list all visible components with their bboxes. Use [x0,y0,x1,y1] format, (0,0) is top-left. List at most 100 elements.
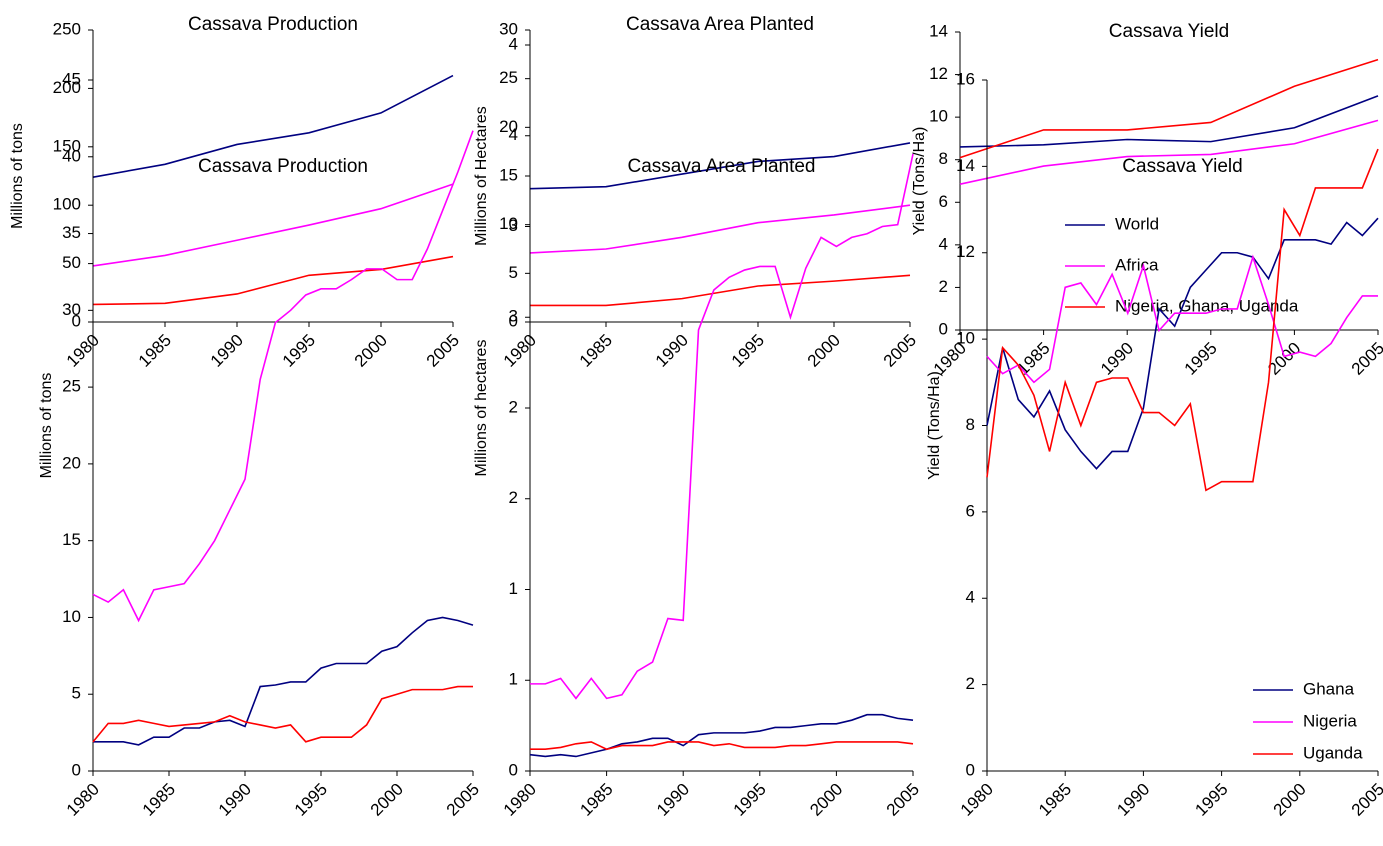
y-tick-label: 14 [929,21,948,40]
x-tick-label: 1980 [63,331,103,371]
y-tick-label: 15 [499,165,518,184]
chart-title: Cassava Production [198,156,368,177]
y-tick-label: 6 [966,501,975,520]
series-line [530,153,914,700]
y-tick-label: 1 [509,670,518,689]
y-tick-label: 6 [939,192,948,211]
legend-label: Ghana [1303,679,1355,698]
x-tick-label: 2000 [804,331,844,371]
chart-title: Cassava Production [188,14,358,35]
y-tick-label: 4 [939,234,948,253]
series-line [529,204,911,254]
y-axis-label: Millions of Hectares [473,106,490,246]
chart-title: Cassava Area Planted [627,156,815,177]
x-tick-label: 2000 [351,331,391,371]
series-line [959,58,1379,159]
y-tick-label: 250 [53,19,81,38]
y-tick-label: 3 [509,307,518,326]
series-line [530,274,911,307]
y-tick-label: 100 [53,195,81,214]
x-tick-label: 2005 [880,331,920,371]
series-line [529,142,911,190]
y-tick-label: 10 [956,329,975,348]
series-line [986,148,1379,492]
y-tick-label: 1 [509,579,518,598]
y-tick-label: 50 [62,253,81,272]
y-tick-label: 5 [509,263,518,282]
y-tick-label: 10 [499,214,518,233]
series-line [959,119,1379,185]
x-tick-label: 2005 [1348,780,1383,820]
series-line [529,713,914,758]
y-tick-label: 12 [956,242,975,261]
x-tick-label: 1980 [63,780,103,820]
x-tick-label: 1985 [139,780,179,820]
y-tick-label: 12 [929,64,948,83]
y-tick-label: 16 [956,69,975,88]
y-tick-label: 0 [966,760,975,779]
series-line [986,217,1379,470]
legend-label: Uganda [1303,743,1363,762]
x-tick-label: 1980 [500,780,540,820]
y-tick-label: 2 [509,488,518,507]
x-tick-label: 1990 [215,780,255,820]
x-tick-label: 1985 [1013,339,1053,379]
y-tick-label: 45 [62,69,81,88]
x-tick-label: 1990 [652,331,692,371]
y-tick-label: 25 [499,68,518,87]
x-tick-label: 1990 [1113,780,1153,820]
y-tick-label: 8 [966,415,975,434]
y-tick-label: 0 [939,319,948,338]
y-tick-label: 0 [509,760,518,779]
y-axis-label: Millions of tons [9,123,26,229]
y-tick-label: 20 [62,453,81,472]
x-tick-label: 1990 [1097,339,1137,379]
x-tick-label: 1995 [730,780,770,820]
series-line [959,95,1379,148]
y-tick-label: 4 [509,34,518,53]
x-tick-label: 1980 [500,331,540,371]
legend-label: Nigeria [1303,711,1357,730]
x-tick-label: 1990 [207,331,247,371]
y-tick-label: 0 [72,760,81,779]
x-tick-label: 2005 [423,331,463,371]
y-tick-label: 40 [62,146,81,165]
y-tick-label: 8 [939,149,948,168]
x-tick-label: 1995 [1181,339,1221,379]
y-tick-label: 150 [53,136,81,155]
series-line [92,130,474,623]
y-tick-label: 25 [62,377,81,396]
y-tick-label: 30 [62,300,81,319]
y-tick-label: 2 [509,397,518,416]
x-tick-label: 1995 [291,780,331,820]
y-tick-label: 35 [62,223,81,242]
chart-title: Cassava Area Planted [626,14,814,35]
series-line [530,741,914,751]
y-axis-label: Millions of tons [38,373,55,479]
y-tick-label: 20 [499,117,518,136]
y-tick-label: 2 [966,674,975,693]
series-line [92,255,454,306]
legend-label: World [1115,214,1159,233]
x-tick-label: 2000 [1270,780,1310,820]
x-tick-label: 1985 [576,780,616,820]
y-axis-label: Millions of hectares [473,340,490,477]
x-tick-label: 1995 [728,331,768,371]
x-tick-label: 2005 [1348,339,1383,379]
x-tick-label: 1995 [1191,780,1231,820]
y-axis-label: Yield (Tons/Ha) [911,127,928,236]
legend-label: Africa [1115,255,1159,274]
x-tick-label: 1985 [135,331,175,371]
y-tick-label: 0 [509,311,518,330]
y-tick-label: 4 [966,588,975,607]
series-line [92,183,454,267]
x-tick-label: 2000 [806,780,846,820]
y-tick-label: 10 [62,607,81,626]
series-line [986,254,1378,384]
y-tick-label: 4 [509,125,518,144]
y-axis-label: Yield (Tons/Ha) [926,371,943,480]
chart-title: Cassava Yield [1122,156,1242,177]
chart-title: Cassava Yield [1109,21,1229,42]
y-tick-label: 0 [72,311,81,330]
